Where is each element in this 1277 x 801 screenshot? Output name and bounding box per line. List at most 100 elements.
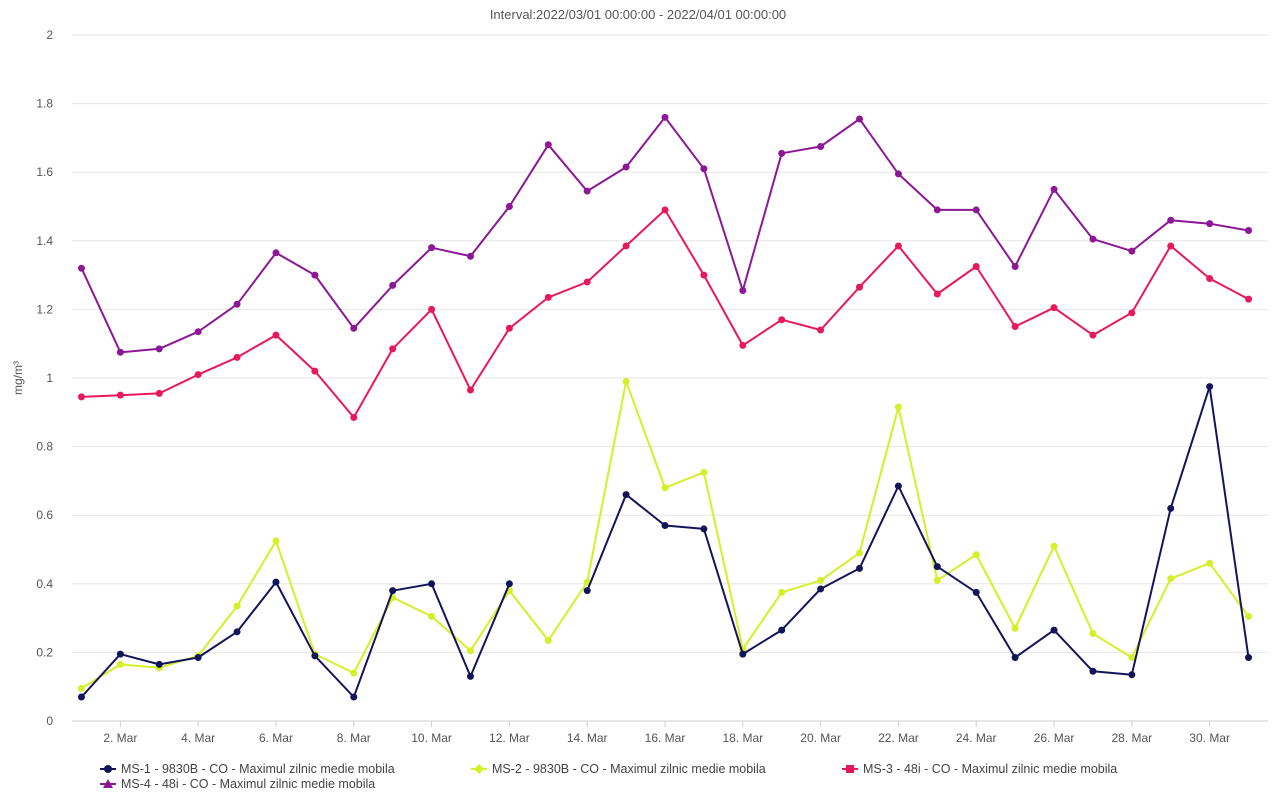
data-point — [272, 331, 280, 339]
data-point — [155, 345, 163, 353]
x-tick-label: 4. Mar — [181, 731, 215, 745]
series-line — [80, 116, 1249, 354]
legend-diamond-icon — [474, 764, 484, 774]
data-point — [1167, 242, 1175, 250]
data-point — [233, 353, 241, 361]
data-point — [1206, 383, 1214, 391]
data-point — [894, 403, 902, 411]
data-point — [700, 165, 708, 173]
data-point — [1089, 630, 1097, 638]
data-point — [778, 316, 786, 324]
data-point — [583, 187, 591, 195]
data-point — [155, 660, 163, 668]
y-tick-label: 1 — [46, 371, 53, 385]
data-point — [428, 580, 436, 588]
data-point — [700, 271, 708, 279]
data-point — [116, 391, 124, 399]
data-point — [739, 341, 747, 349]
data-point — [933, 576, 941, 584]
legend-item[interactable]: MS-3 - 48i - CO - Maximul zilnic medie m… — [842, 762, 1117, 776]
legend-item[interactable]: MS-2 - 9830B - CO - Maximul zilnic medie… — [471, 762, 766, 776]
data-point — [194, 654, 202, 662]
series-line — [80, 380, 1250, 690]
data-point — [817, 576, 825, 584]
data-point — [1167, 216, 1175, 224]
data-point — [77, 684, 85, 692]
x-tick-label: 30. Mar — [1189, 731, 1230, 745]
data-point — [1245, 295, 1253, 303]
y-tick-label: 0.4 — [36, 577, 53, 591]
data-point — [583, 278, 591, 286]
data-point — [116, 660, 124, 668]
chart-title: Interval:2022/03/01 00:00:00 - 2022/04/0… — [490, 7, 786, 22]
data-point — [544, 293, 552, 301]
data-point — [466, 252, 474, 260]
y-axis-label: mg/m³ — [11, 361, 25, 395]
data-point — [272, 537, 280, 545]
data-point — [817, 142, 825, 150]
y-tick-label: 0 — [46, 714, 53, 728]
data-point — [1128, 654, 1136, 662]
x-tick-label: 18. Mar — [722, 731, 763, 745]
x-tick-label: 24. Mar — [956, 731, 997, 745]
data-point — [856, 549, 864, 557]
data-point — [1245, 612, 1253, 620]
data-point — [622, 242, 630, 250]
series-ms-2 — [77, 377, 1253, 692]
legend-circle-icon — [104, 765, 112, 773]
data-point — [661, 484, 669, 492]
data-point — [894, 242, 902, 250]
x-tick-label: 14. Mar — [567, 731, 608, 745]
data-point — [933, 206, 941, 214]
data-point — [389, 345, 397, 353]
data-point — [778, 149, 786, 157]
data-point — [856, 115, 864, 123]
x-tick-label: 2. Mar — [103, 731, 137, 745]
data-point — [389, 587, 397, 595]
data-point — [1128, 309, 1136, 317]
x-tick-label: 16. Mar — [645, 731, 686, 745]
data-point — [1167, 504, 1175, 512]
data-point — [661, 521, 669, 529]
data-point — [505, 324, 513, 332]
y-tick-label: 0.2 — [36, 645, 53, 659]
data-point — [1089, 331, 1097, 339]
data-point — [622, 377, 630, 385]
data-point — [1011, 263, 1019, 271]
data-point — [661, 206, 669, 214]
data-point — [311, 271, 319, 279]
x-tick-label: 26. Mar — [1034, 731, 1075, 745]
data-point — [1089, 667, 1097, 675]
data-point — [544, 636, 552, 644]
data-point — [933, 563, 941, 571]
series-ms-1 — [77, 383, 1253, 701]
data-point — [1245, 227, 1253, 235]
data-point — [194, 328, 202, 336]
data-point — [700, 468, 708, 476]
data-point — [661, 113, 669, 121]
data-point — [1245, 654, 1253, 662]
legend-item[interactable]: MS-4 - 48i - CO - Maximul zilnic medie m… — [100, 777, 375, 791]
data-point — [1011, 624, 1019, 632]
x-tick-label: 12. Mar — [489, 731, 530, 745]
data-point — [972, 263, 980, 271]
y-tick-label: 1.2 — [36, 302, 53, 316]
data-point — [700, 525, 708, 533]
series-group — [77, 113, 1253, 701]
y-tick-label: 1.8 — [36, 97, 53, 111]
legend-triangle-icon — [103, 779, 113, 788]
data-point — [116, 348, 124, 356]
data-point — [1206, 559, 1214, 567]
legend-item[interactable]: MS-1 - 9830B - CO - Maximul zilnic medie… — [100, 762, 395, 776]
data-point — [466, 672, 474, 680]
data-point — [894, 482, 902, 490]
data-point — [778, 588, 786, 596]
data-point — [389, 281, 397, 289]
series-line — [80, 385, 1250, 698]
data-point — [311, 367, 319, 375]
data-point — [505, 580, 513, 588]
data-point — [77, 393, 85, 401]
data-point — [428, 244, 436, 252]
data-point — [972, 551, 980, 559]
